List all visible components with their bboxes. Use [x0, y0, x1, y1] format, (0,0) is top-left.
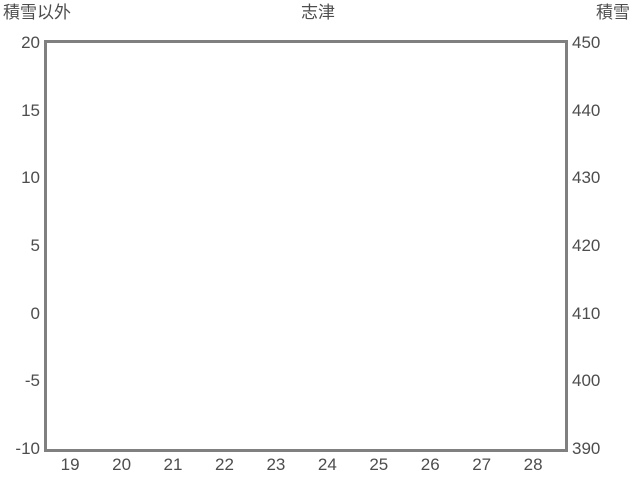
plot-area: [44, 40, 568, 452]
x-axis-tick-labels: 19 20 21 22 23 24 25 26 27 28: [44, 456, 568, 480]
right-axis-unit-label: 積雪: [596, 3, 630, 22]
left-axis-tick: 5: [30, 236, 40, 255]
right-axis-tick: 420: [572, 236, 601, 255]
left-axis-tick: 15: [21, 100, 40, 120]
x-axis-tick: 22: [214, 455, 234, 474]
right-axis-tick: 450: [572, 33, 601, 52]
right-axis-tick: 430: [572, 168, 601, 188]
right-axis-tick: 410: [572, 303, 601, 323]
left-axis-unit-label: 積雪以外: [3, 3, 71, 22]
page-title: 志津: [301, 3, 335, 22]
left-axis-tick: 20: [21, 33, 40, 52]
left-axis-tick: -5: [24, 371, 40, 391]
right-axis-tick: 400: [572, 371, 601, 391]
x-axis-tick: 19: [60, 455, 80, 474]
x-axis-tick: 20: [112, 455, 132, 474]
x-axis-tick: 23: [266, 455, 286, 474]
x-axis-tick: 24: [317, 455, 337, 474]
left-axis-tick: 0: [30, 303, 40, 323]
left-axis-tick: -10: [15, 439, 40, 458]
x-axis-tick: 21: [163, 455, 183, 474]
left-axis-tick-labels: 20 15 10 5 0 -5 -10: [0, 34, 40, 457]
right-axis-tick-labels: 450 440 430 420 410 400 390: [572, 34, 636, 457]
x-axis-tick: 28: [523, 455, 543, 474]
right-axis-tick: 440: [572, 100, 601, 120]
left-axis-tick: 10: [21, 168, 40, 188]
x-axis-tick: 25: [369, 455, 389, 474]
x-axis-tick: 27: [472, 455, 492, 474]
plot-frame-border: [44, 40, 568, 452]
x-axis-tick: 26: [420, 455, 440, 474]
right-axis-tick: 390: [572, 439, 601, 458]
